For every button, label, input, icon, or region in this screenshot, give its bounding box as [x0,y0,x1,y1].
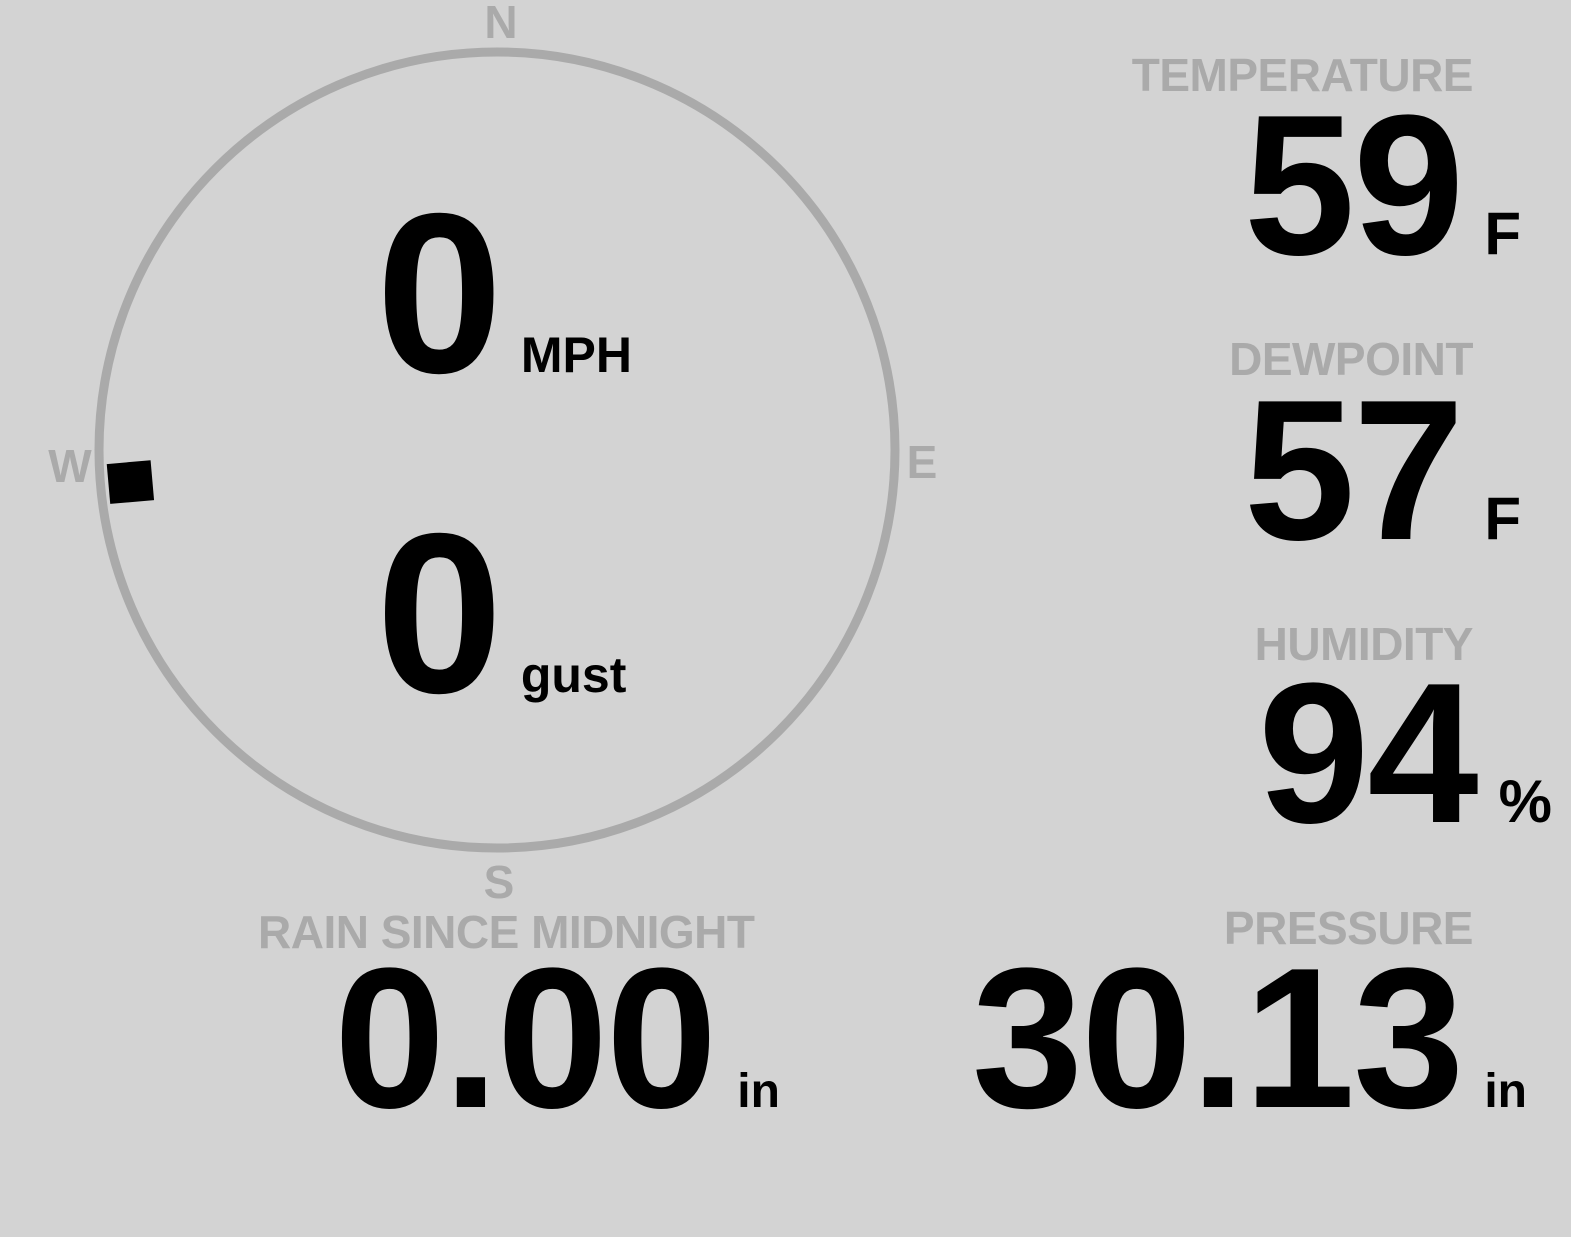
compass-west-label: W [48,440,92,492]
compass-north-label: N [484,0,518,48]
temperature-unit: F [1484,200,1521,267]
wind-dial-ring [94,47,900,853]
humidity-unit: % [1498,768,1552,835]
wind-speed-value: 0 [376,167,503,421]
pressure-reading: 30.13 in [972,939,1527,1139]
pressure-unit: in [1484,1065,1527,1118]
wind-speed-unit: MPH [520,327,632,383]
dewpoint-label: DEWPOINT [1229,333,1473,385]
temperature-label: TEMPERATURE [1131,49,1474,101]
dewpoint-unit: F [1484,485,1521,552]
wind-speed: 0 MPH [376,180,632,408]
wind-gust-unit: gust [520,647,627,703]
humidity-label: HUMIDITY [1254,618,1474,670]
temperature-reading: 59 F [1244,86,1521,286]
wind-gust-value: 0 [376,487,503,741]
dewpoint-reading: 57 F [1244,371,1521,571]
wind-direction-marker [106,460,155,504]
pressure-label: PRESSURE [1223,902,1474,954]
wind-gust: 0 gust [376,500,626,728]
temperature-value: 59 [1243,74,1464,297]
rain-reading: 0.00 in [334,939,780,1139]
pressure-value: 30.13 [971,927,1464,1150]
dewpoint-value: 57 [1243,359,1464,582]
rain-label: RAIN SINCE MIDNIGHT [258,906,755,958]
rain-value: 0.00 [334,927,717,1150]
humidity-reading: 94 % [1258,654,1552,854]
compass-south-label: S [483,856,515,908]
rain-unit: in [737,1065,780,1118]
humidity-value: 94 [1258,642,1478,865]
compass-east-label: E [906,436,938,488]
